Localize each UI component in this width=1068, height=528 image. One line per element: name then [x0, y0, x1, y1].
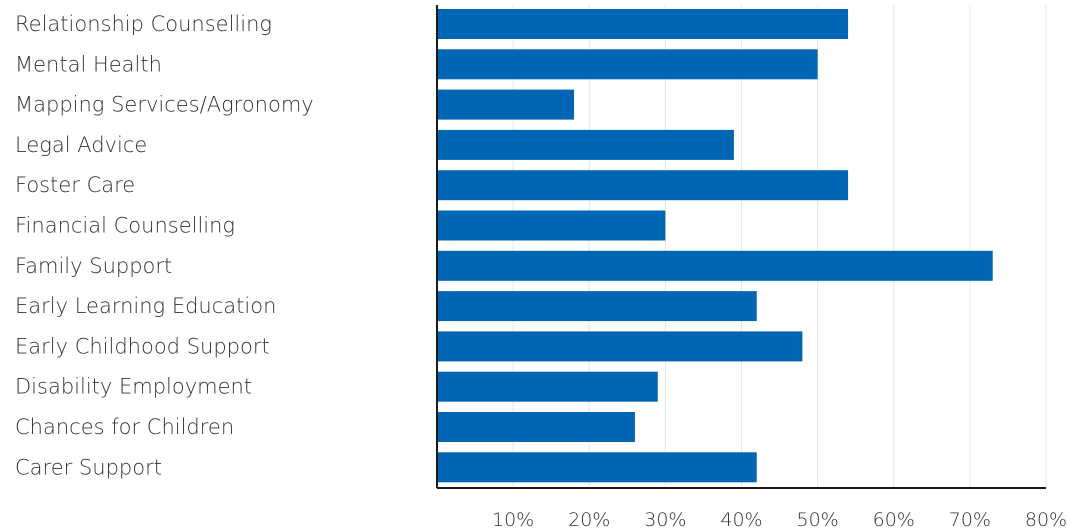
category-label: Disability Employment [15, 375, 252, 399]
category-label: Mapping Services/Agronomy [15, 93, 314, 117]
bar [437, 331, 803, 362]
category-label: Mental Health [15, 52, 162, 76]
bar [437, 170, 849, 201]
bar [437, 412, 635, 442]
bar [437, 291, 757, 322]
category-label: Legal Advice [15, 133, 147, 157]
bar [437, 9, 849, 39]
bar [437, 250, 993, 281]
bar [437, 452, 757, 483]
x-tick-label: 50% [797, 509, 839, 528]
category-label: Foster Care [15, 173, 135, 197]
x-tick-label: 70% [949, 509, 991, 528]
tick-labels: 10% 20% 30% 40% 50% 60% 70% 80% [492, 509, 1067, 528]
x-tick-label: 20% [568, 509, 610, 528]
category-labels: Relationship Counselling Mental Health Map… [15, 12, 314, 479]
bar [437, 210, 666, 241]
category-label: Early Childhood Support [15, 334, 270, 358]
x-tick-label: 60% [873, 509, 915, 528]
axes [436, 5, 1046, 489]
category-label: Family Support [15, 254, 172, 278]
x-tick-label: 30% [644, 509, 686, 528]
category-label: Early Learning Education [15, 294, 276, 318]
gridlines [512, 5, 1047, 488]
bars [437, 9, 993, 483]
category-label: Relationship Counselling [15, 12, 272, 36]
x-tick-label: 80% [1025, 509, 1067, 528]
bar [437, 371, 658, 402]
bar [437, 89, 575, 120]
bar [437, 129, 734, 160]
category-label: Carer Support [15, 455, 162, 479]
x-tick-label: 10% [492, 509, 534, 528]
category-label: Financial Counselling [15, 214, 235, 238]
x-tick-label: 40% [720, 509, 762, 528]
bar [437, 49, 818, 80]
category-label: Chances for Children [15, 415, 234, 439]
